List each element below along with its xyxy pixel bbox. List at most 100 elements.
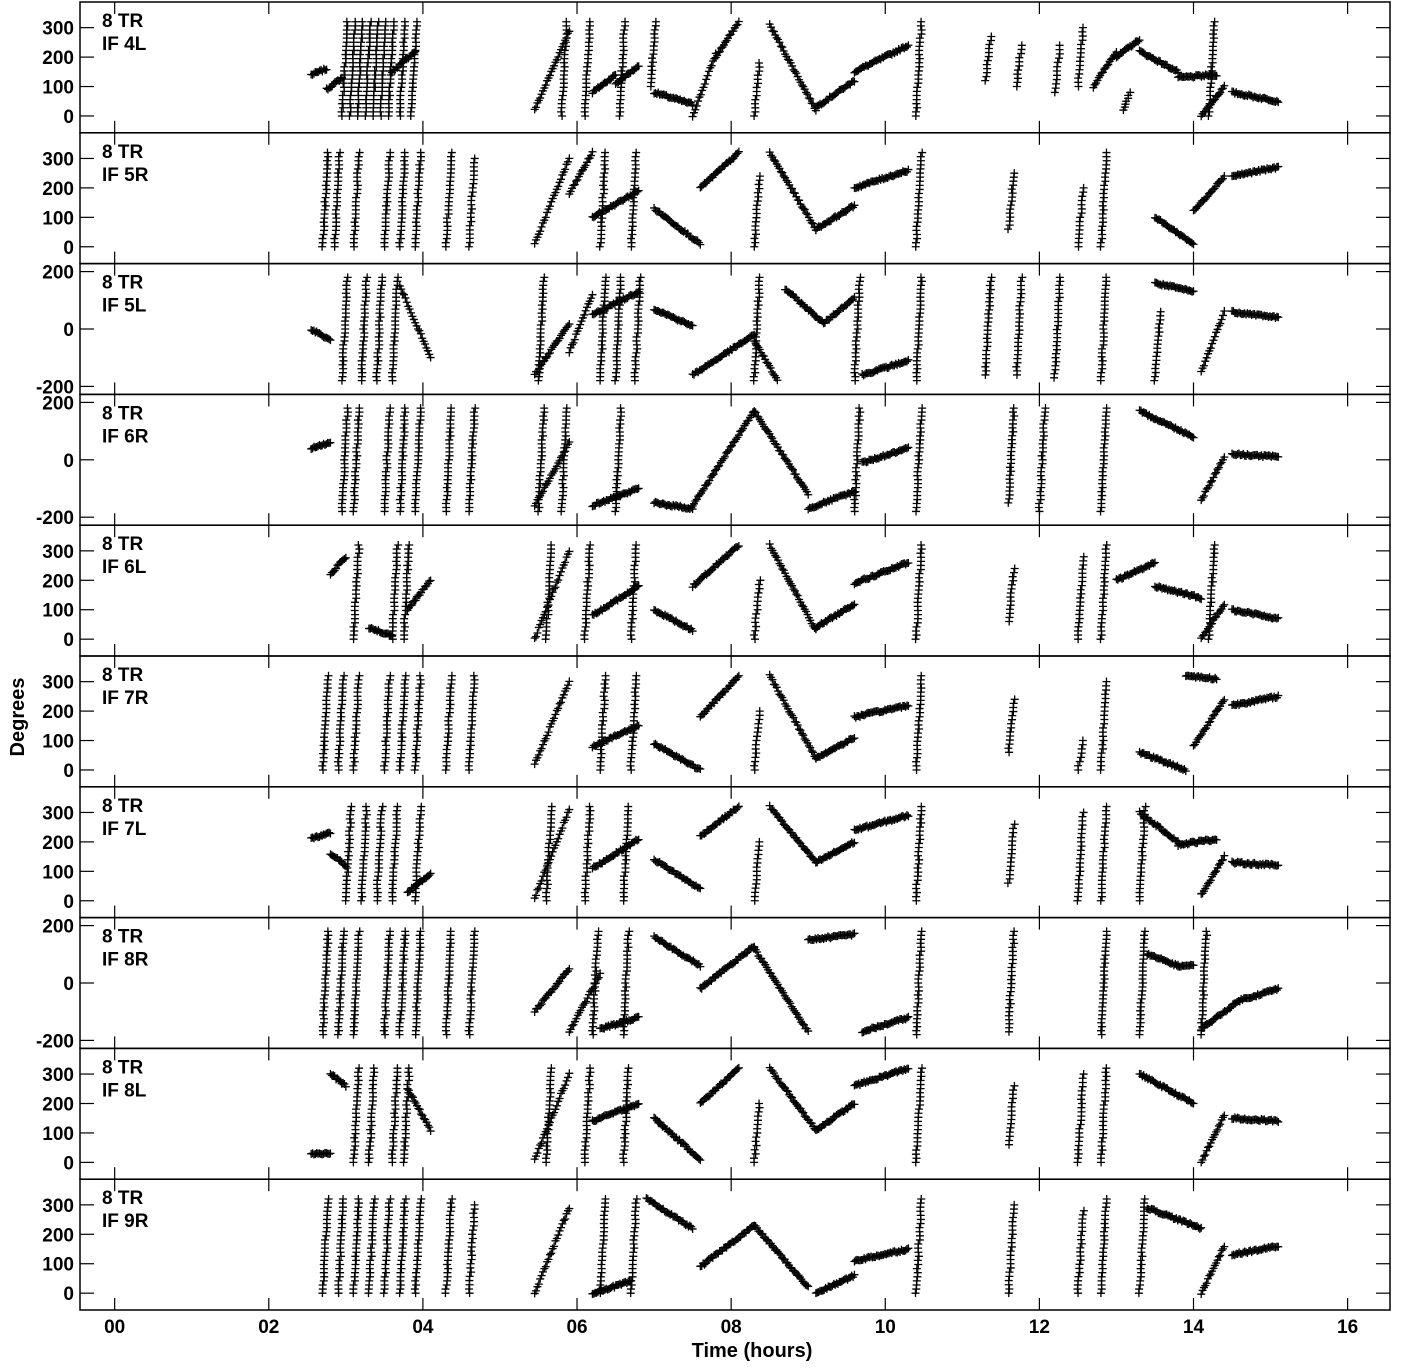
data-point — [1006, 213, 1015, 222]
data-point — [600, 185, 609, 194]
data-point — [414, 193, 423, 202]
data-point — [1015, 53, 1024, 62]
data-point — [1005, 217, 1014, 226]
data-point — [915, 455, 924, 464]
data-point — [321, 201, 330, 210]
data-point — [398, 443, 407, 452]
data-point — [385, 83, 394, 92]
data-point — [387, 54, 396, 63]
data-point — [400, 679, 409, 688]
data-point — [1099, 197, 1108, 206]
data-point — [536, 479, 545, 488]
data-point — [1078, 736, 1087, 745]
data-point — [337, 712, 346, 721]
data-point — [1074, 74, 1083, 83]
data-point — [631, 169, 640, 178]
data-point — [1209, 336, 1218, 345]
data-point — [386, 148, 395, 157]
data-point — [381, 475, 390, 484]
data-point — [338, 692, 347, 701]
data-point — [626, 626, 635, 635]
data-point — [615, 289, 624, 298]
y-tick-label: 200 — [42, 48, 74, 69]
data-point — [1220, 172, 1229, 181]
data-point — [803, 90, 812, 99]
data-point — [401, 671, 410, 680]
data-point — [569, 338, 578, 347]
data-point — [1210, 184, 1219, 193]
data-point — [341, 317, 350, 326]
data-point — [411, 745, 420, 754]
data-point — [588, 290, 597, 299]
data-point — [352, 573, 361, 582]
data-point — [854, 412, 863, 421]
data-point — [400, 17, 409, 26]
data-point — [366, 21, 375, 30]
data-point — [853, 439, 862, 448]
data-point — [1018, 273, 1027, 282]
data-point — [851, 348, 860, 357]
data-point — [779, 172, 788, 181]
data-point — [851, 463, 860, 472]
data-point — [358, 348, 367, 357]
data-point — [849, 77, 858, 86]
data-point — [915, 439, 924, 448]
data-point — [346, 103, 355, 112]
data-point — [410, 50, 419, 59]
data-point — [1006, 727, 1015, 736]
data-point — [396, 761, 405, 770]
data-point — [396, 87, 405, 96]
data-point — [361, 277, 370, 286]
data-point — [612, 352, 621, 361]
data-point — [1073, 761, 1082, 770]
data-point — [396, 234, 405, 243]
data-point — [576, 320, 585, 329]
y-tick-label: 0 — [63, 892, 74, 913]
data-point — [319, 741, 328, 750]
data-point — [627, 618, 636, 627]
data-point — [1209, 545, 1218, 554]
data-point — [402, 569, 411, 578]
data-point — [330, 234, 339, 243]
data-point — [1076, 585, 1085, 594]
data-point — [372, 368, 381, 377]
y-tick-label: 0 — [63, 451, 74, 472]
data-point — [1209, 34, 1218, 43]
data-point — [788, 184, 797, 193]
data-point — [1154, 323, 1163, 332]
data-point — [1155, 328, 1164, 337]
data-point — [1188, 239, 1197, 248]
y-tick-label: -200 — [36, 377, 74, 398]
data-point — [342, 293, 351, 302]
data-point — [598, 332, 607, 341]
data-point — [1150, 376, 1159, 385]
data-point — [1014, 334, 1023, 343]
data-point — [614, 305, 623, 314]
data-point — [632, 148, 641, 157]
data-point — [319, 749, 328, 758]
data-point — [559, 483, 568, 492]
data-point — [1041, 404, 1050, 413]
data-point — [353, 416, 362, 425]
data-point — [332, 214, 341, 223]
data-point — [651, 17, 660, 26]
data-point — [1098, 210, 1107, 219]
data-point — [414, 324, 423, 333]
data-point — [856, 408, 865, 417]
data-point — [902, 42, 911, 51]
data-point — [558, 111, 567, 120]
y-tick-label: 200 — [42, 393, 74, 414]
data-point — [340, 71, 349, 80]
data-point — [378, 71, 387, 80]
data-point — [538, 305, 547, 314]
data-markers — [318, 147, 1283, 251]
data-point — [1075, 757, 1084, 766]
data-point — [755, 707, 764, 716]
data-markers — [307, 17, 1283, 121]
data-point — [470, 675, 479, 684]
y-tick-label: 0 — [63, 107, 74, 128]
data-point — [467, 204, 476, 213]
data-point — [370, 66, 379, 75]
data-point — [467, 192, 476, 201]
